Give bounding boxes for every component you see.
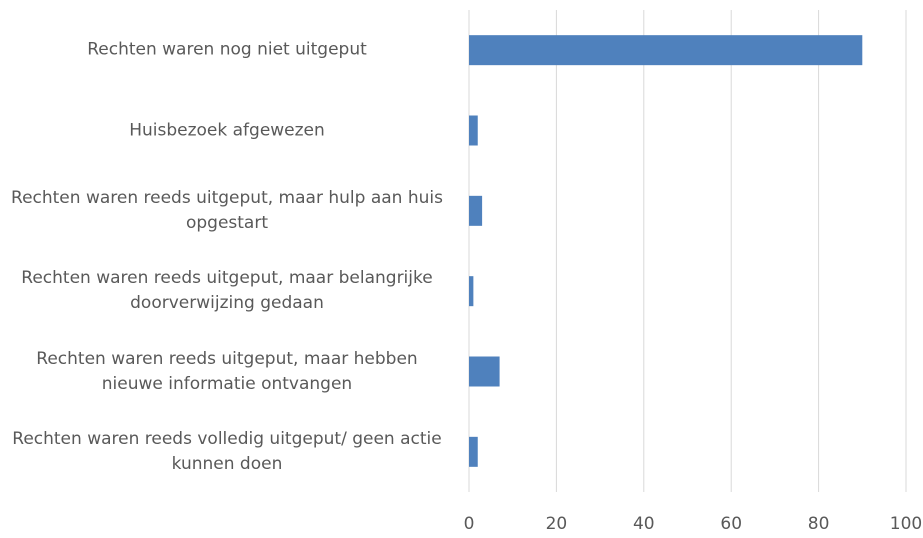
x-tick-label: 0 [464,514,475,534]
x-tick-label: 60 [720,514,742,534]
y-tick-label: Rechten waren nog niet uitgeput [87,39,367,60]
x-tick-label: 40 [633,514,655,534]
bar [469,195,483,226]
y-tick-label: Rechten waren reeds volledig uitgeput/ g… [12,428,442,474]
y-tick-label: Rechten waren reeds uitgeput, maar hulp … [11,187,443,233]
y-tick-label: Huisbezoek afgewezen [129,120,325,140]
bar [469,356,500,387]
x-tick-label: 80 [808,514,830,534]
bar [469,35,863,66]
bar [469,276,474,307]
bar [469,436,478,467]
y-tick-label: Rechten waren reeds uitgeput, maar belan… [21,268,433,314]
y-tick-label: Rechten waren reeds uitgeput, maar hebbe… [36,348,418,394]
x-tick-label: 20 [546,514,568,534]
x-tick-label: 100 [890,514,922,534]
bar [469,115,478,146]
